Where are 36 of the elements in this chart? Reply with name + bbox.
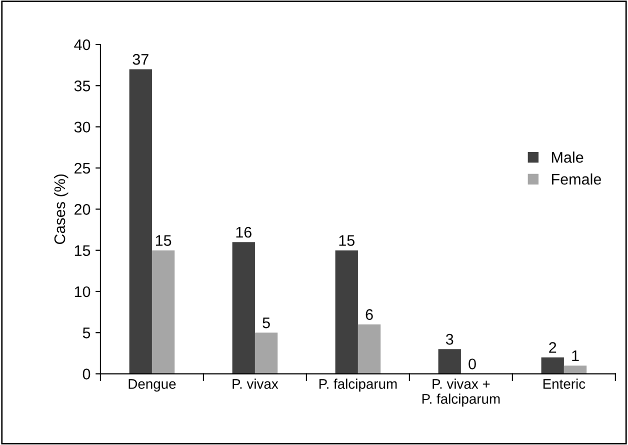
bar bbox=[335, 250, 358, 374]
bar bbox=[129, 69, 152, 374]
data-label: 3 bbox=[446, 334, 454, 345]
data-label: 16 bbox=[236, 226, 252, 238]
bar bbox=[358, 324, 381, 374]
legend-label: Male bbox=[552, 152, 584, 163]
y-tick-label: 35 bbox=[74, 80, 90, 92]
bar bbox=[232, 242, 255, 374]
y-tick-label: 30 bbox=[74, 122, 90, 133]
data-label: 6 bbox=[366, 309, 373, 320]
data-label: 0 bbox=[468, 358, 476, 370]
x-tick-label: Enteric bbox=[543, 378, 586, 389]
y-tick-label: 20 bbox=[74, 204, 90, 215]
data-label: 5 bbox=[262, 318, 270, 328]
bar bbox=[564, 366, 587, 374]
bar bbox=[152, 250, 175, 374]
y-tick-label: 0 bbox=[82, 368, 90, 380]
data-label: 1 bbox=[572, 350, 579, 362]
y-tick-label: 25 bbox=[74, 162, 90, 174]
data-label: 2 bbox=[549, 342, 556, 353]
data-label: 15 bbox=[339, 235, 354, 246]
legend-label: Female bbox=[552, 173, 602, 185]
y-tick-label: 5 bbox=[82, 328, 90, 338]
data-label: 15 bbox=[156, 235, 172, 246]
x-tick-label: P. vivax bbox=[232, 378, 278, 389]
bar bbox=[438, 349, 461, 374]
data-label: 37 bbox=[132, 54, 148, 65]
x-tick-label: Dengue bbox=[128, 379, 176, 392]
y-tick-label: 10 bbox=[74, 286, 90, 298]
bar bbox=[254, 332, 278, 374]
x-tick-label: P. falciparum bbox=[319, 378, 397, 392]
y-tick-label: 40 bbox=[74, 39, 90, 50]
y-tick-label: 15 bbox=[74, 245, 90, 256]
y-axis-title: Cases (%) bbox=[54, 174, 68, 244]
x-tick-label: P. vivax + P. falciparum bbox=[422, 378, 500, 407]
bar bbox=[541, 357, 564, 374]
